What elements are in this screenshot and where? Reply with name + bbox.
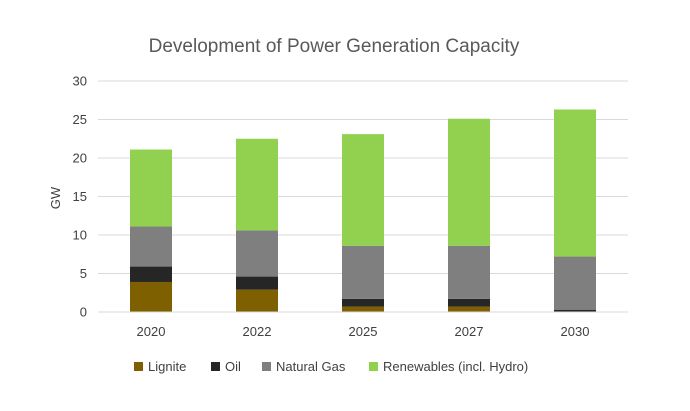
legend-item: Renewables (incl. Hydro) — [369, 359, 528, 374]
bar-segment-oil — [130, 266, 172, 282]
x-axis-ticks: 2020 2022 2025 2027 2030 — [137, 324, 590, 339]
legend-item: Lignite — [134, 359, 186, 374]
bar-segment-oil — [236, 276, 278, 290]
bar-segment-lignite — [342, 306, 384, 312]
x-tick-label: 2022 — [243, 324, 272, 339]
bar-segment-oil — [342, 298, 384, 307]
legend-swatch — [369, 362, 378, 371]
x-tick-label: 2027 — [455, 324, 484, 339]
legend-item: Natural Gas — [262, 359, 346, 374]
bar-segment-lignite — [448, 306, 490, 312]
y-tick-label: 15 — [73, 189, 87, 204]
bar-segment-renewables-incl-hydro — [130, 149, 172, 227]
legend-label: Lignite — [148, 359, 186, 374]
y-axis-ticks: 0 5 10 15 20 25 30 — [73, 74, 87, 320]
bar-segment-natural-gas — [130, 226, 172, 267]
y-axis-label: GW — [48, 186, 63, 209]
x-tick-label: 2020 — [137, 324, 166, 339]
bar-stack-2022 — [236, 138, 278, 312]
bar-segment-oil — [448, 298, 490, 307]
x-tick-label: 2025 — [349, 324, 378, 339]
bar-segment-natural-gas — [342, 245, 384, 299]
bars — [130, 109, 596, 312]
y-tick-label: 0 — [80, 305, 87, 320]
legend-label: Oil — [225, 359, 241, 374]
legend-swatch — [211, 362, 220, 371]
bar-segment-natural-gas — [448, 245, 490, 299]
bar-segment-natural-gas — [554, 256, 596, 310]
x-tick-label: 2030 — [561, 324, 590, 339]
legend-swatch — [134, 362, 143, 371]
legend-item: Oil — [211, 359, 241, 374]
bar-segment-renewables-incl-hydro — [554, 109, 596, 257]
y-tick-label: 30 — [73, 74, 87, 89]
bar-segment-renewables-incl-hydro — [342, 134, 384, 246]
legend-label: Renewables (incl. Hydro) — [383, 359, 528, 374]
bar-stack-2027 — [448, 118, 490, 312]
bar-segment-natural-gas — [236, 230, 278, 277]
y-tick-label: 20 — [73, 151, 87, 166]
bar-segment-renewables-incl-hydro — [236, 138, 278, 231]
y-tick-label: 5 — [80, 266, 87, 281]
y-tick-label: 10 — [73, 228, 87, 243]
legend-label: Natural Gas — [276, 359, 346, 374]
bar-segment-lignite — [130, 281, 172, 312]
bar-stack-2020 — [130, 149, 172, 312]
bar-stack-2025 — [342, 134, 384, 312]
y-tick-label: 25 — [73, 112, 87, 127]
legend-swatch — [262, 362, 271, 371]
chart-title: Development of Power Generation Capacity — [149, 36, 520, 57]
bar-segment-lignite — [236, 289, 278, 312]
bar-segment-renewables-incl-hydro — [448, 118, 490, 246]
bar-stack-2030 — [554, 109, 596, 312]
legend: Lignite Oil Natural Gas Renewables (incl. H… — [134, 359, 528, 374]
bar-segment-oil — [554, 309, 596, 312]
